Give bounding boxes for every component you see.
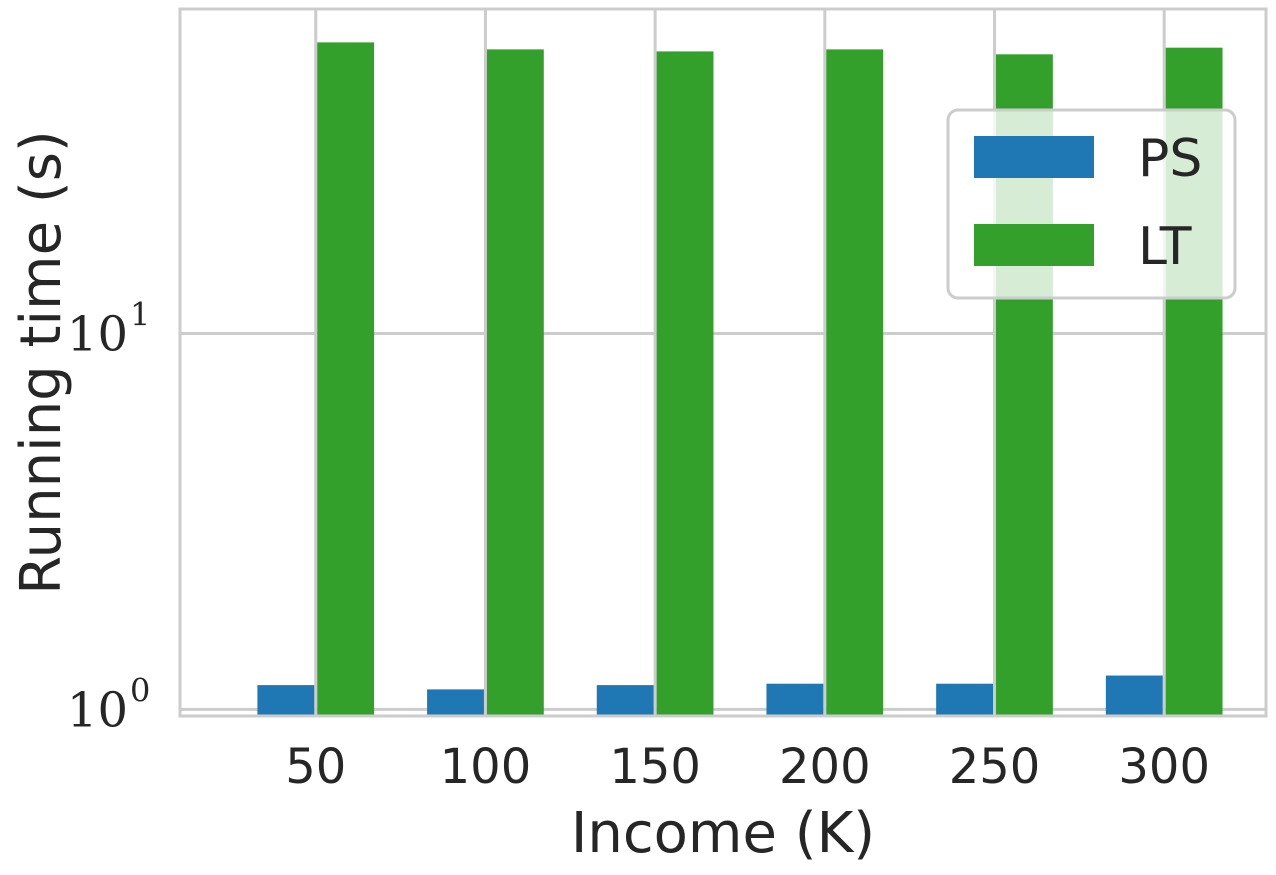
bar-lt-100 xyxy=(486,49,544,717)
y-tick-label: 10 xyxy=(67,306,128,362)
y-tick-exponent: 1 xyxy=(130,295,150,333)
bar-ps-250 xyxy=(936,683,993,716)
x-tick-label: 100 xyxy=(440,739,532,795)
bars xyxy=(257,42,1223,717)
bar-lt-150 xyxy=(656,51,714,716)
y-tick-label: 10 xyxy=(67,682,128,738)
bar-lt-200 xyxy=(826,49,884,717)
x-tick-label: 300 xyxy=(1118,739,1210,795)
x-tick-label: 150 xyxy=(609,739,701,795)
bar-ps-200 xyxy=(766,683,824,716)
x-tick-label: 250 xyxy=(949,739,1041,795)
bar-ps-100 xyxy=(427,689,484,716)
legend-swatch-ps xyxy=(974,136,1094,178)
bar-lt-50 xyxy=(317,42,375,717)
x-axis-label: Income (K) xyxy=(571,801,875,866)
y-axis-label: Running time (s) xyxy=(9,130,74,594)
legend-label-ps: PS xyxy=(1138,129,1202,189)
legend-label-lt: LT xyxy=(1138,217,1192,277)
y-tick-exponent: 0 xyxy=(130,671,150,709)
x-tick-label: 50 xyxy=(285,739,346,795)
legend: PS LT xyxy=(946,108,1237,300)
bar-ps-300 xyxy=(1105,675,1163,716)
plot-frame xyxy=(178,7,1268,718)
bar-ps-50 xyxy=(257,685,315,716)
x-tick-label: 200 xyxy=(779,739,871,795)
legend-swatch-lt xyxy=(974,224,1094,266)
bar-ps-150 xyxy=(596,685,654,716)
x-tick-labels: 50 100 150 200 250 300 xyxy=(285,739,1210,795)
